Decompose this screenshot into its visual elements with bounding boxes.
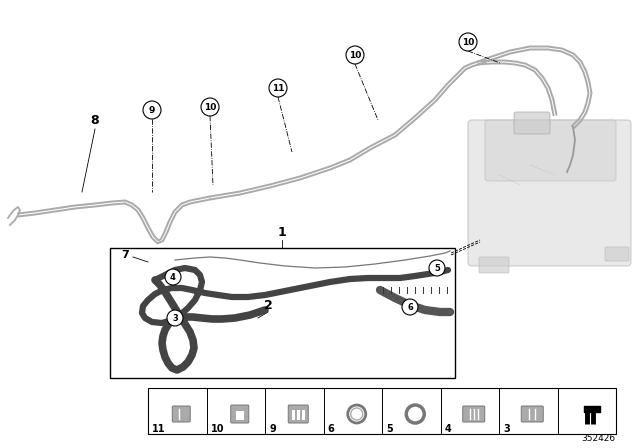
Text: 2: 2 — [264, 298, 273, 311]
FancyBboxPatch shape — [479, 257, 509, 273]
Bar — [297, 410, 300, 420]
Text: 5: 5 — [386, 424, 393, 434]
Text: 352426: 352426 — [581, 434, 615, 443]
Text: 1: 1 — [278, 225, 286, 238]
FancyBboxPatch shape — [231, 405, 249, 423]
Bar — [148, 388, 616, 434]
FancyBboxPatch shape — [485, 120, 616, 181]
Text: 10: 10 — [211, 424, 224, 434]
Circle shape — [269, 79, 287, 97]
FancyBboxPatch shape — [468, 120, 631, 266]
Text: 9: 9 — [149, 105, 155, 115]
Circle shape — [143, 101, 161, 119]
Text: 10: 10 — [462, 38, 474, 47]
Text: 4: 4 — [445, 424, 451, 434]
FancyBboxPatch shape — [463, 406, 484, 422]
Text: 6: 6 — [328, 424, 334, 434]
FancyBboxPatch shape — [521, 406, 543, 422]
FancyBboxPatch shape — [172, 406, 190, 422]
FancyBboxPatch shape — [514, 112, 550, 134]
Text: 3: 3 — [503, 424, 509, 434]
Text: 6: 6 — [407, 302, 413, 311]
Bar — [110, 248, 455, 378]
Circle shape — [201, 98, 219, 116]
FancyBboxPatch shape — [288, 405, 308, 423]
Text: 11: 11 — [272, 83, 284, 92]
Circle shape — [346, 46, 364, 64]
Circle shape — [459, 33, 477, 51]
FancyBboxPatch shape — [605, 247, 629, 261]
Bar — [236, 411, 244, 420]
Text: 11: 11 — [152, 424, 166, 434]
Text: 8: 8 — [91, 113, 99, 126]
Circle shape — [167, 310, 183, 326]
Text: 7: 7 — [121, 250, 129, 260]
Text: 5: 5 — [434, 263, 440, 272]
Circle shape — [165, 269, 181, 285]
Circle shape — [429, 260, 445, 276]
Text: 10: 10 — [204, 103, 216, 112]
Text: 10: 10 — [349, 51, 361, 60]
Text: 4: 4 — [170, 272, 176, 281]
Bar — [302, 410, 305, 420]
Circle shape — [402, 299, 418, 315]
Text: 3: 3 — [172, 314, 178, 323]
Bar — [292, 410, 295, 420]
Text: 9: 9 — [269, 424, 276, 434]
